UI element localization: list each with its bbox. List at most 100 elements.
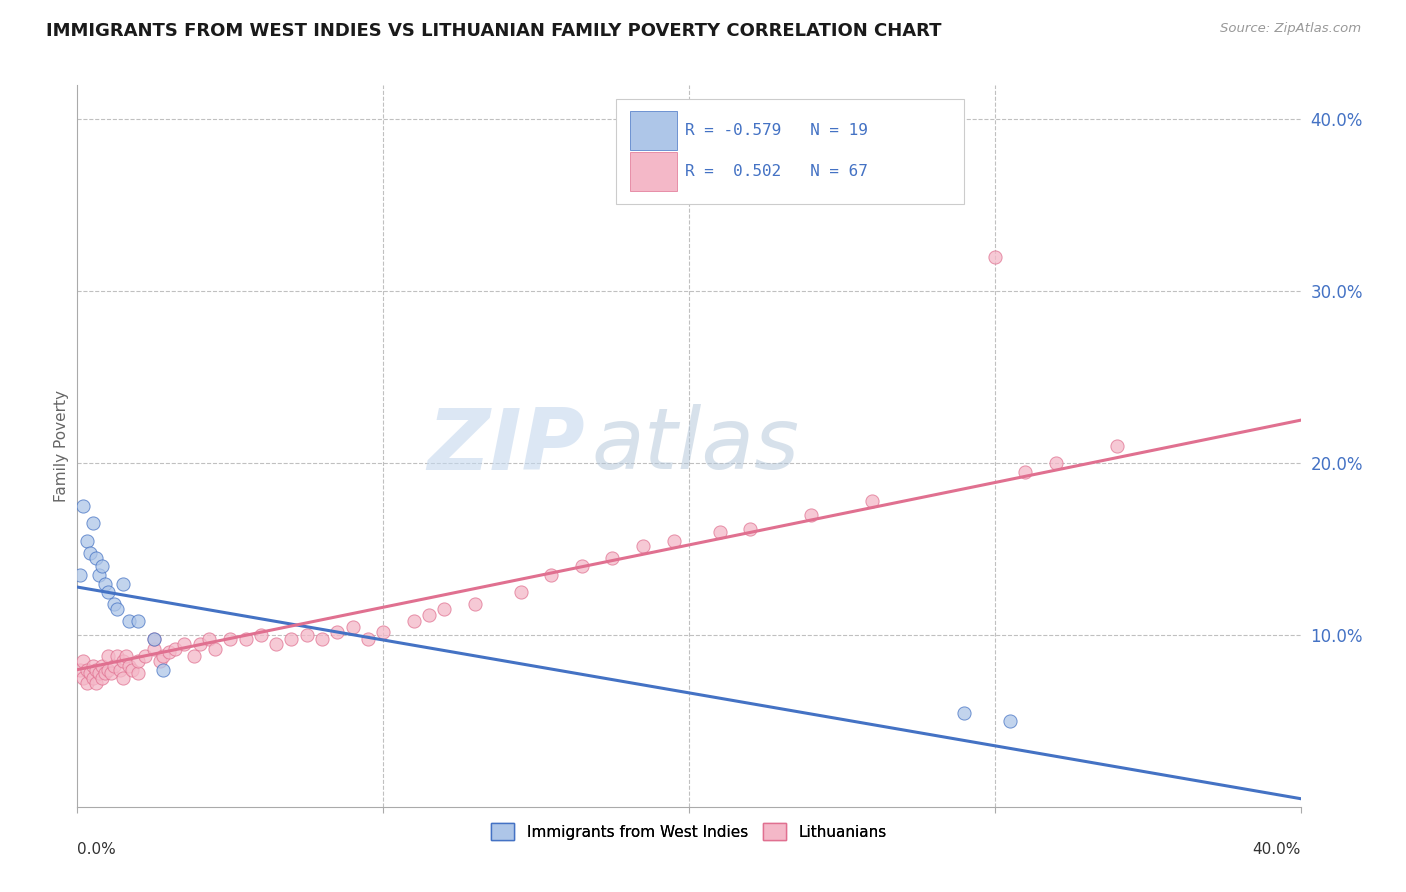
Point	[157, 645, 180, 659]
Point	[540, 568, 562, 582]
Text: 40.0%: 40.0%	[1253, 842, 1301, 857]
Point	[342, 619, 364, 633]
Point	[862, 494, 884, 508]
FancyBboxPatch shape	[630, 152, 676, 191]
Point	[108, 663, 131, 677]
Point	[100, 666, 122, 681]
Point	[87, 666, 110, 681]
Point	[204, 642, 226, 657]
Point	[69, 663, 91, 677]
Legend: Immigrants from West Indies, Lithuanians: Immigrants from West Indies, Lithuanians	[485, 817, 893, 847]
Point	[1045, 456, 1067, 470]
Point	[121, 663, 143, 677]
Point	[662, 533, 685, 548]
Point	[76, 533, 98, 548]
Point	[152, 648, 174, 663]
Point	[198, 632, 221, 646]
Point	[72, 654, 94, 668]
Text: R =  0.502   N = 67: R = 0.502 N = 67	[685, 164, 868, 179]
Point	[76, 663, 98, 677]
Point	[97, 663, 120, 677]
Point	[173, 637, 195, 651]
Point	[280, 632, 302, 646]
Point	[97, 585, 120, 599]
Point	[250, 628, 273, 642]
Point	[76, 676, 98, 690]
Point	[433, 602, 456, 616]
Point	[72, 500, 94, 514]
Point	[357, 632, 380, 646]
Point	[84, 676, 107, 690]
Point	[709, 524, 731, 539]
Text: Source: ZipAtlas.com: Source: ZipAtlas.com	[1220, 22, 1361, 36]
Point	[371, 624, 394, 639]
Point	[953, 706, 976, 720]
Point	[165, 642, 187, 657]
Point	[311, 632, 333, 646]
Point	[142, 632, 165, 646]
Point	[188, 637, 211, 651]
Point	[118, 615, 141, 629]
Point	[105, 648, 128, 663]
Point	[115, 648, 138, 663]
Point	[134, 648, 156, 663]
Point	[127, 666, 149, 681]
Point	[97, 648, 120, 663]
Point	[295, 628, 318, 642]
Point	[79, 666, 101, 681]
Point	[1014, 465, 1036, 479]
FancyBboxPatch shape	[616, 99, 965, 204]
Text: 0.0%: 0.0%	[77, 842, 117, 857]
Point	[103, 597, 125, 611]
Point	[90, 671, 112, 685]
Point	[800, 508, 823, 522]
Text: R = -0.579   N = 19: R = -0.579 N = 19	[685, 123, 868, 137]
Point	[112, 576, 135, 591]
Point	[127, 615, 149, 629]
Point	[149, 654, 172, 668]
Point	[90, 559, 112, 574]
Point	[82, 671, 104, 685]
Point	[105, 602, 128, 616]
Y-axis label: Family Poverty: Family Poverty	[53, 390, 69, 502]
Point	[112, 654, 135, 668]
Point	[142, 632, 165, 646]
Point	[94, 666, 117, 681]
Point	[79, 546, 101, 560]
Point	[94, 576, 117, 591]
Point	[418, 607, 440, 622]
Point	[82, 659, 104, 673]
Point	[998, 714, 1021, 729]
Point	[602, 550, 624, 565]
Point	[87, 568, 110, 582]
Point	[264, 637, 287, 651]
Point	[402, 615, 425, 629]
Point	[571, 559, 593, 574]
Point	[82, 516, 104, 531]
FancyBboxPatch shape	[630, 111, 676, 150]
Point	[69, 568, 91, 582]
Point	[152, 663, 174, 677]
Point	[183, 648, 205, 663]
Point	[112, 671, 135, 685]
Point	[984, 250, 1007, 264]
Point	[118, 659, 141, 673]
Point	[84, 550, 107, 565]
Point	[235, 632, 257, 646]
Point	[84, 663, 107, 677]
Point	[631, 539, 654, 553]
Text: IMMIGRANTS FROM WEST INDIES VS LITHUANIAN FAMILY POVERTY CORRELATION CHART: IMMIGRANTS FROM WEST INDIES VS LITHUANIA…	[46, 22, 942, 40]
Point	[509, 585, 531, 599]
Point	[72, 671, 94, 685]
Point	[142, 642, 165, 657]
Text: ZIP: ZIP	[427, 404, 585, 488]
Point	[464, 597, 486, 611]
Point	[90, 659, 112, 673]
Point	[127, 654, 149, 668]
Point	[740, 522, 762, 536]
Point	[1107, 439, 1129, 453]
Point	[219, 632, 242, 646]
Text: atlas: atlas	[591, 404, 799, 488]
Point	[103, 659, 125, 673]
Point	[326, 624, 349, 639]
